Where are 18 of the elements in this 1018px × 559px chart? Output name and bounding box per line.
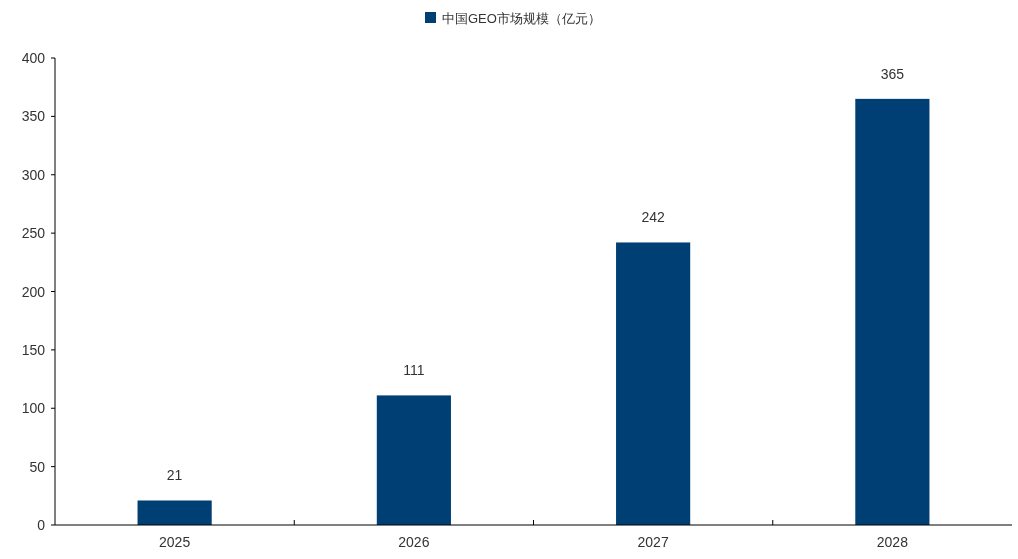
x-tick-label: 2026 xyxy=(398,534,430,550)
y-tick-label: 400 xyxy=(21,50,46,66)
legend-label: 中国GEO市场规模（亿元） xyxy=(442,11,601,26)
x-tick-label: 2027 xyxy=(637,534,669,550)
y-tick-label: 50 xyxy=(29,458,46,475)
y-tick-label: 300 xyxy=(21,166,46,183)
x-tick-label: 2028 xyxy=(876,534,909,550)
y-tick-label: 150 xyxy=(21,341,46,358)
y-tick-label: 350 xyxy=(21,108,46,125)
y-tick-label: 0 xyxy=(37,517,46,533)
data-label: 365 xyxy=(880,65,905,82)
data-label: 21 xyxy=(166,467,183,484)
data-label: 242 xyxy=(641,209,666,226)
y-tick-label: 250 xyxy=(21,225,46,242)
y-tick-label: 200 xyxy=(21,283,46,300)
y-tick-label: 100 xyxy=(21,400,46,417)
x-tick-label: 2025 xyxy=(159,534,191,550)
data-label: 111 xyxy=(403,362,425,379)
